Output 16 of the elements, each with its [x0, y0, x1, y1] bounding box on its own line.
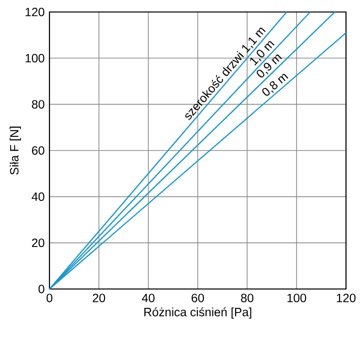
x-tick-label: 100 — [287, 294, 306, 302]
y-tick-label: 120 — [26, 8, 44, 16]
x-tick-label: 80 — [241, 294, 254, 302]
y-tick-label: 40 — [32, 192, 44, 201]
y-axis-title: Siła F [N] — [10, 126, 21, 175]
y-tick-label: 100 — [26, 54, 44, 62]
x-tick-label: 20 — [92, 294, 106, 302]
x-axis-title: Różnica ciśnień [Pa] — [144, 307, 252, 319]
y-tick-label: 0 — [38, 284, 44, 294]
x-tick-label: 0 — [46, 294, 52, 302]
x-tick-label: 60 — [192, 294, 204, 302]
y-tick-label: 60 — [32, 146, 44, 155]
y-tick-label: 80 — [32, 100, 44, 109]
x-tick-label: 120 — [336, 294, 356, 302]
x-tick-label: 40 — [142, 294, 155, 302]
y-tick-label: 20 — [32, 238, 44, 248]
